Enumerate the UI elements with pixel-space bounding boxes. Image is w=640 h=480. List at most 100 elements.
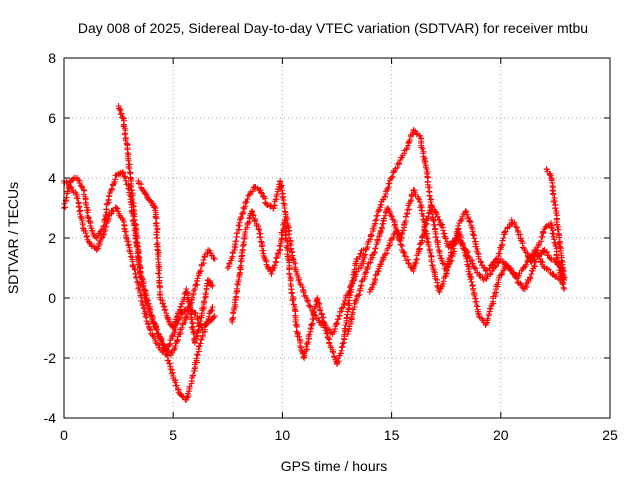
data-point [290, 256, 302, 284]
point-marker [139, 283, 146, 290]
data-point [209, 304, 216, 310]
series-track-i [366, 202, 565, 295]
point-marker [419, 145, 426, 152]
point-marker [79, 184, 86, 191]
point-marker [182, 314, 189, 321]
data-point [198, 249, 211, 268]
point-marker [195, 343, 202, 350]
point-marker [127, 253, 134, 260]
point-marker [333, 320, 340, 327]
point-marker [258, 190, 265, 197]
point-marker [190, 372, 196, 379]
point-marker [206, 310, 213, 317]
data-point [364, 225, 377, 247]
point-marker [146, 305, 153, 312]
point-marker [201, 298, 207, 305]
point-marker [378, 224, 385, 231]
point-marker [108, 185, 115, 192]
point-marker [178, 325, 185, 331]
point-marker [282, 225, 289, 232]
point-marker [197, 340, 204, 347]
point-marker [258, 189, 264, 196]
point-marker [129, 196, 136, 203]
data-point [135, 178, 145, 192]
point-marker [137, 274, 144, 280]
point-marker [471, 235, 478, 242]
point-marker [241, 205, 248, 212]
point-marker [286, 271, 293, 278]
point-marker [159, 300, 166, 307]
point-marker [249, 211, 256, 218]
point-marker [330, 349, 337, 356]
point-marker [325, 335, 332, 342]
point-marker [181, 317, 188, 324]
point-marker [283, 244, 290, 251]
point-marker [250, 212, 257, 219]
data-point [211, 313, 218, 319]
point-marker [305, 298, 311, 305]
data-point [205, 247, 217, 262]
point-marker [329, 348, 336, 355]
point-marker [211, 256, 218, 262]
data-point [489, 279, 502, 307]
point-marker [316, 302, 323, 308]
data-point [137, 274, 150, 306]
point-marker [317, 307, 324, 314]
data-point [73, 193, 86, 231]
point-marker [82, 201, 89, 208]
point-marker [161, 347, 168, 354]
point-marker [361, 252, 367, 259]
point-marker [64, 188, 71, 195]
data-point [120, 115, 131, 149]
data-point [139, 301, 152, 330]
point-marker [104, 216, 111, 223]
point-marker [141, 294, 148, 301]
point-marker [290, 301, 297, 308]
data-point [157, 292, 167, 310]
data-point [170, 314, 180, 331]
point-marker [149, 316, 156, 323]
point-marker [243, 199, 250, 205]
y-axis-label: SDTVAR / TECUs [5, 182, 21, 294]
point-marker [153, 222, 160, 229]
data-point [187, 310, 198, 346]
data-point [469, 226, 482, 260]
data-point [133, 232, 144, 277]
data-point [358, 266, 370, 289]
point-marker [173, 382, 180, 389]
data-point [231, 215, 244, 253]
point-marker [335, 358, 342, 365]
point-marker [277, 178, 284, 185]
data-point [235, 231, 248, 283]
data-point [80, 187, 94, 226]
data-point [329, 316, 342, 337]
point-marker [113, 205, 120, 211]
data-point [417, 133, 429, 171]
point-marker [435, 247, 442, 254]
point-marker [166, 360, 173, 367]
point-marker [187, 310, 194, 316]
point-marker [331, 328, 337, 335]
data-point [277, 178, 291, 222]
data-point [209, 283, 216, 289]
point-marker [306, 331, 313, 338]
data-point [224, 249, 236, 271]
y-tick-label: 4 [48, 170, 56, 186]
data-point [67, 184, 80, 197]
point-marker [276, 247, 283, 254]
series-track-g [358, 127, 568, 280]
point-marker [226, 261, 233, 268]
y-tick-label: -2 [44, 350, 57, 366]
point-marker [403, 213, 410, 220]
point-marker [193, 355, 200, 362]
point-marker [62, 204, 69, 211]
point-marker [314, 299, 321, 306]
point-marker [83, 233, 90, 240]
point-marker [244, 196, 251, 202]
point-marker [305, 339, 312, 346]
point-marker [230, 250, 236, 257]
point-marker [82, 230, 89, 237]
point-marker [351, 266, 358, 273]
point-marker [153, 235, 160, 242]
data-point [410, 237, 426, 274]
